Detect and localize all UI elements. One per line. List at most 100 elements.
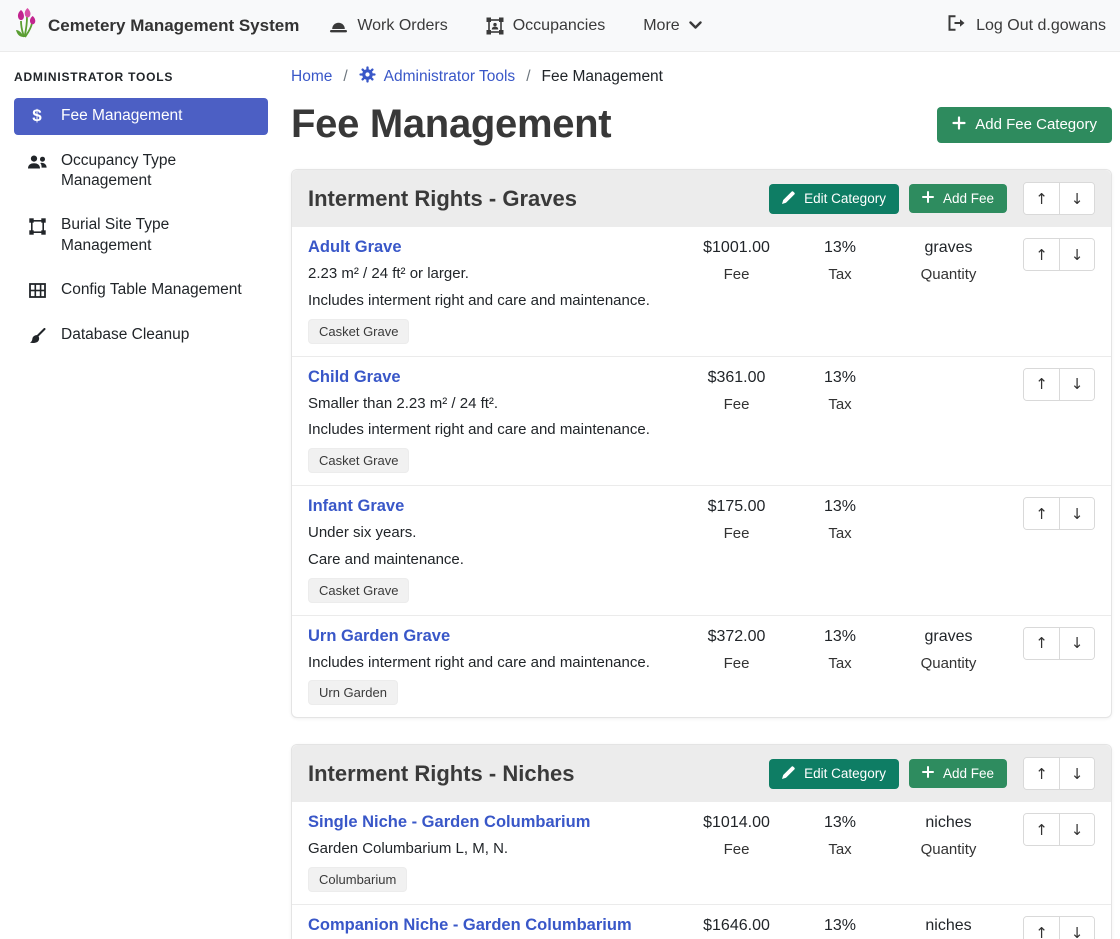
fee-category-card-graves: Interment Rights - Graves Edit Category bbox=[291, 169, 1112, 719]
fee-label: Fee bbox=[723, 395, 750, 413]
gear-icon bbox=[359, 66, 376, 88]
brand[interactable]: Cemetery Management System bbox=[14, 8, 299, 43]
pencil-icon bbox=[782, 766, 795, 782]
fee-name-link[interactable]: Urn Garden Grave bbox=[308, 626, 451, 645]
category-reorder-group: ↑ ↓ bbox=[1023, 182, 1095, 215]
tax-label: Tax bbox=[828, 654, 852, 672]
move-fee-up-button[interactable]: ↑ bbox=[1024, 498, 1059, 529]
broom-icon bbox=[26, 326, 48, 346]
move-fee-up-button[interactable]: ↑ bbox=[1024, 239, 1059, 270]
add-fee-button[interactable]: Add Fee bbox=[908, 184, 1007, 213]
fee-description: Includes interment right and care and ma… bbox=[308, 653, 650, 671]
nav-work-orders[interactable]: Work Orders bbox=[329, 17, 448, 35]
sidebar-item-config-table[interactable]: Config Table Management bbox=[14, 272, 268, 309]
sidebar-item-fee-management[interactable]: $ Fee Management bbox=[14, 98, 268, 136]
sidebar-item-label: Database Cleanup bbox=[61, 325, 190, 343]
fee-type-badge: Columbarium bbox=[308, 867, 408, 892]
fee-amount: $361.00 bbox=[707, 368, 766, 386]
category-header: Interment Rights - Niches Edit Category bbox=[292, 745, 1111, 803]
portrait-frame-icon bbox=[486, 17, 504, 35]
category-title: Interment Rights - Graves bbox=[308, 185, 577, 211]
sidebar-item-label: Fee Management bbox=[61, 107, 183, 124]
tax-label: Tax bbox=[828, 841, 852, 859]
fee-type-badge: Casket Grave bbox=[308, 318, 410, 344]
category-title: Interment Rights - Niches bbox=[308, 760, 575, 786]
edit-category-button[interactable]: Edit Category bbox=[769, 758, 899, 789]
fee-label: Fee bbox=[723, 525, 750, 542]
move-fee-up-button[interactable]: ↑ bbox=[1024, 368, 1059, 400]
navbar-links: Work Orders Occupancies More bbox=[329, 16, 702, 35]
move-fee-up-button[interactable]: ↑ bbox=[1024, 627, 1059, 659]
move-fee-down-button[interactable]: ↓ bbox=[1059, 627, 1094, 659]
quantity-value: graves bbox=[924, 239, 973, 256]
fee-label: Fee bbox=[723, 266, 750, 283]
hard-hat-icon bbox=[329, 18, 348, 34]
move-fee-up-button[interactable]: ↑ bbox=[1024, 814, 1059, 846]
fee-description: Includes interment right and care and ma… bbox=[308, 291, 650, 309]
breadcrumb-home-link[interactable]: Home bbox=[291, 68, 333, 85]
sidebar-item-burial-site-type[interactable]: Burial Site Type Management bbox=[14, 207, 268, 263]
quantity-value: graves bbox=[924, 627, 973, 645]
sidebar-item-label: Occupancy Type Management bbox=[61, 152, 177, 190]
fee-description: 2.23 m² / 24 ft² or larger. bbox=[308, 265, 469, 282]
move-category-down-button[interactable]: ↓ bbox=[1059, 758, 1094, 790]
fee-label: Fee bbox=[723, 654, 750, 672]
table-icon bbox=[26, 281, 48, 301]
fee-name-link[interactable]: Single Niche - Garden Columbarium bbox=[308, 813, 591, 832]
fee-description: Under six years. bbox=[308, 524, 417, 541]
fee-reorder-group: ↑ ↓ bbox=[1023, 916, 1095, 939]
pencil-icon bbox=[782, 190, 795, 207]
move-fee-down-button[interactable]: ↓ bbox=[1059, 368, 1094, 400]
fee-row-urn-garden-grave: Urn Garden Grave Includes interment righ… bbox=[292, 614, 1111, 718]
breadcrumb-admin-tools-link[interactable]: Administrator Tools bbox=[359, 66, 516, 88]
logout-button[interactable]: Log Out d.gowans bbox=[948, 15, 1106, 36]
move-fee-up-button[interactable]: ↑ bbox=[1024, 917, 1059, 939]
nav-more[interactable]: More bbox=[643, 16, 702, 35]
move-category-up-button[interactable]: ↑ bbox=[1024, 183, 1059, 214]
tax-label: Tax bbox=[828, 525, 852, 542]
edit-category-button[interactable]: Edit Category bbox=[769, 183, 899, 214]
fee-reorder-group: ↑ ↓ bbox=[1023, 626, 1095, 660]
sidebar-item-label: Config Table Management bbox=[61, 280, 242, 298]
breadcrumb-admin-tools-label: Administrator Tools bbox=[383, 68, 516, 85]
fee-label: Fee bbox=[723, 841, 750, 859]
fee-amount: $1001.00 bbox=[703, 239, 770, 256]
fee-name-link[interactable]: Adult Grave bbox=[308, 238, 402, 256]
fee-description: Garden Columbarium L, M, N. bbox=[308, 840, 509, 858]
nav-occupancies[interactable]: Occupancies bbox=[486, 17, 605, 35]
sidebar-item-database-cleanup[interactable]: Database Cleanup bbox=[14, 317, 268, 354]
plus-icon bbox=[921, 766, 934, 781]
sign-out-icon bbox=[948, 15, 967, 36]
move-fee-down-button[interactable]: ↓ bbox=[1059, 239, 1094, 270]
fee-name-link[interactable]: Companion Niche - Garden Columbarium bbox=[308, 916, 632, 934]
fee-row-single-niche: Single Niche - Garden Columbarium Garden… bbox=[292, 802, 1111, 904]
fee-category-card-niches: Interment Rights - Niches Edit Category bbox=[291, 744, 1112, 939]
sidebar-item-occupancy-type[interactable]: Occupancy Type Management bbox=[14, 143, 268, 199]
quantity-value: niches bbox=[925, 917, 972, 934]
tax-value: 13% bbox=[823, 239, 857, 256]
fee-type-badge: Urn Garden bbox=[308, 680, 398, 706]
fee-name-link[interactable]: Infant Grave bbox=[308, 497, 405, 515]
add-fee-category-button[interactable]: Add Fee Category bbox=[937, 106, 1112, 143]
move-category-up-button[interactable]: ↑ bbox=[1024, 758, 1059, 790]
move-fee-down-button[interactable]: ↓ bbox=[1059, 498, 1094, 529]
breadcrumb-separator: / bbox=[526, 68, 531, 85]
move-category-down-button[interactable]: ↓ bbox=[1059, 183, 1094, 214]
plus-icon bbox=[921, 191, 934, 206]
add-fee-button[interactable]: Add Fee bbox=[908, 759, 1007, 789]
move-fee-down-button[interactable]: ↓ bbox=[1059, 917, 1094, 939]
nav-more-label: More bbox=[643, 16, 680, 34]
sidebar: ADMINISTRATOR TOOLS $ Fee Management Occ… bbox=[0, 52, 280, 939]
fee-amount: $1014.00 bbox=[703, 814, 770, 832]
fee-name-link[interactable]: Child Grave bbox=[308, 367, 401, 386]
quantity-value: niches bbox=[925, 814, 972, 832]
edit-category-label: Edit Category bbox=[804, 191, 886, 206]
frame-icon bbox=[26, 216, 48, 236]
breadcrumb-separator: / bbox=[343, 68, 348, 85]
move-fee-down-button[interactable]: ↓ bbox=[1059, 814, 1094, 846]
fee-type-badge: Casket Grave bbox=[308, 577, 410, 603]
tax-label: Tax bbox=[828, 395, 852, 413]
people-icon bbox=[26, 152, 48, 172]
title-row: Fee Management Add Fee Category bbox=[291, 102, 1112, 147]
quantity-label: Quantity bbox=[920, 266, 977, 283]
